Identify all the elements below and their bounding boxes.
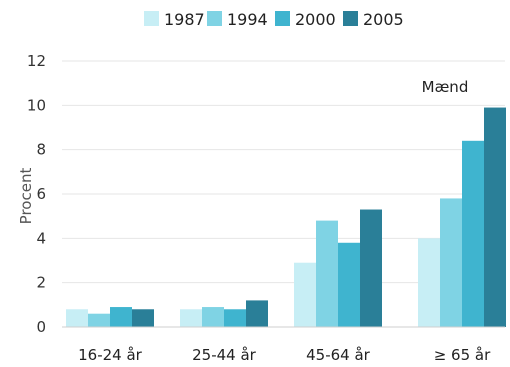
legend-swatch-1994 (207, 11, 222, 26)
bar-2005-2 (360, 209, 382, 327)
legend: 1987 1994 2000 2005 (144, 10, 404, 29)
x-tick-label: 45-64 år (306, 346, 371, 364)
bar-2005-3 (484, 107, 506, 327)
y-tick-label: 4 (36, 229, 46, 247)
y-axis-label: Procent (17, 168, 35, 225)
bar-1987-3 (418, 238, 440, 327)
bar-1994-3 (440, 198, 462, 327)
x-axis-ticks: 16-24 år 25-44 år 45-64 år ≥ 65 år (78, 346, 491, 364)
y-tick-label: 6 (36, 185, 46, 203)
legend-label-1994: 1994 (227, 10, 268, 29)
bar-1994-2 (316, 220, 338, 327)
legend-swatch-2005 (343, 11, 358, 26)
chart-annotation: Mænd (422, 78, 469, 96)
legend-swatch-2000 (275, 11, 290, 26)
y-tick-label: 10 (27, 96, 46, 114)
bar-2000-2 (338, 242, 360, 327)
bar-1994-1 (202, 307, 224, 327)
legend-label-1987: 1987 (164, 10, 205, 29)
y-tick-label: 0 (36, 318, 46, 336)
y-axis-ticks: 0 2 4 6 8 10 12 (27, 52, 46, 336)
bar-2000-3 (462, 140, 484, 327)
bar-2005-0 (132, 309, 154, 327)
bar-1987-1 (180, 309, 202, 327)
legend-label-2005: 2005 (363, 10, 404, 29)
y-tick-label: 8 (36, 141, 46, 159)
bar-2000-0 (110, 307, 132, 327)
bar-1987-2 (294, 262, 316, 327)
x-tick-label: 16-24 år (78, 346, 143, 364)
bar-1987-0 (66, 309, 88, 327)
y-tick-label: 12 (27, 52, 46, 70)
y-tick-label: 2 (36, 274, 46, 292)
legend-label-2000: 2000 (295, 10, 336, 29)
bars (66, 107, 506, 327)
bar-1994-0 (88, 313, 110, 327)
x-tick-label: ≥ 65 år (434, 346, 491, 364)
bar-2000-1 (224, 309, 246, 327)
legend-swatch-1987 (144, 11, 159, 26)
bar-2005-1 (246, 300, 268, 327)
x-tick-label: 25-44 år (192, 346, 257, 364)
